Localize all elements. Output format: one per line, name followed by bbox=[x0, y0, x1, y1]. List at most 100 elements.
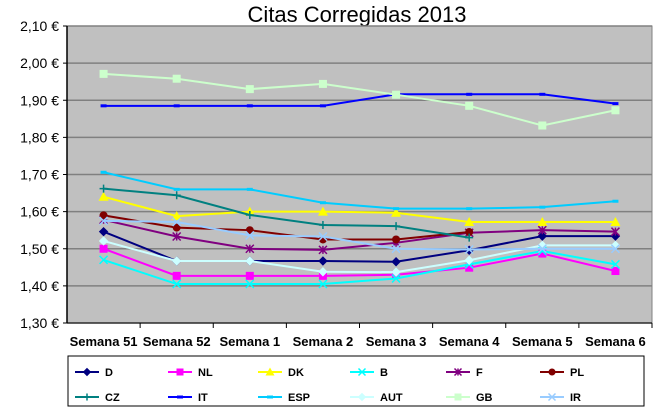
chart-title: Citas Corregidas 2013 bbox=[248, 2, 467, 27]
data-point bbox=[465, 263, 474, 272]
data-point bbox=[465, 228, 474, 237]
data-point bbox=[454, 393, 462, 401]
legend-item-it: IT bbox=[168, 392, 208, 404]
data-point bbox=[319, 104, 326, 108]
data-point bbox=[98, 226, 109, 237]
data-point bbox=[392, 90, 401, 99]
legend-box bbox=[67, 355, 645, 407]
data-point bbox=[537, 217, 548, 227]
data-point bbox=[245, 244, 255, 254]
x-tick-label: Semana 52 bbox=[143, 334, 211, 349]
y-tick-label: 1,50 € bbox=[20, 241, 59, 257]
data-point bbox=[98, 236, 109, 246]
data-point bbox=[547, 392, 557, 402]
legend-item-f: F bbox=[446, 367, 483, 379]
data-point bbox=[610, 259, 620, 269]
legend-item-ir: IR bbox=[540, 392, 581, 404]
legend-item-b: B bbox=[350, 367, 388, 379]
data-point bbox=[612, 102, 619, 106]
legend-item-gb: GB bbox=[446, 392, 493, 404]
data-point bbox=[391, 257, 401, 267]
x-tick-label: Semana 3 bbox=[366, 334, 427, 349]
data-point bbox=[612, 199, 619, 203]
data-point bbox=[391, 267, 401, 277]
series-line bbox=[103, 249, 616, 286]
legend-item-pl: PL bbox=[540, 367, 584, 379]
data-point bbox=[465, 233, 474, 242]
data-point bbox=[99, 244, 108, 253]
data-point bbox=[177, 395, 183, 399]
data-point bbox=[83, 393, 91, 401]
data-point bbox=[610, 244, 620, 254]
series-line bbox=[103, 214, 470, 241]
data-point bbox=[171, 211, 182, 221]
legend-item-d: D bbox=[75, 367, 113, 379]
y-tick-label: 1,30 € bbox=[20, 315, 59, 331]
legend-label: IT bbox=[198, 392, 208, 404]
data-point bbox=[537, 225, 547, 235]
data-point bbox=[318, 79, 327, 88]
x-tick-label: Semana 4 bbox=[439, 334, 500, 349]
data-point bbox=[245, 226, 254, 235]
y-tick-label: 1,60 € bbox=[20, 204, 59, 220]
legend-label: D bbox=[105, 367, 113, 379]
data-point bbox=[357, 367, 367, 377]
data-point bbox=[464, 255, 474, 265]
data-point bbox=[466, 92, 473, 96]
series-it bbox=[100, 92, 619, 108]
data-point bbox=[464, 244, 474, 255]
data-point bbox=[317, 206, 328, 216]
data-point bbox=[246, 104, 253, 108]
legend-item-nl: NL bbox=[168, 367, 213, 379]
data-point bbox=[171, 256, 182, 266]
series-gb bbox=[99, 69, 620, 130]
data-point bbox=[318, 231, 328, 242]
data-point bbox=[82, 367, 92, 377]
data-point bbox=[392, 235, 401, 244]
data-point bbox=[357, 392, 367, 402]
data-point bbox=[537, 244, 547, 254]
data-point bbox=[611, 267, 620, 276]
data-point bbox=[100, 170, 107, 174]
y-tick-label: 2,10 € bbox=[20, 18, 59, 34]
data-point bbox=[172, 74, 181, 83]
series-line bbox=[103, 171, 616, 210]
data-point bbox=[245, 279, 255, 289]
data-point bbox=[172, 279, 182, 289]
data-point bbox=[318, 256, 328, 266]
data-point bbox=[319, 201, 326, 205]
data-point bbox=[539, 92, 546, 96]
data-point bbox=[173, 187, 180, 191]
legend-label: ESP bbox=[288, 392, 310, 404]
legend-item-cz: CZ bbox=[75, 392, 120, 404]
data-point bbox=[99, 211, 108, 220]
data-point bbox=[172, 271, 181, 280]
legend-label: DK bbox=[288, 367, 304, 379]
data-point bbox=[246, 187, 253, 191]
x-tick-label: Semana 1 bbox=[219, 334, 280, 349]
legend-label: NL bbox=[198, 367, 213, 379]
data-point bbox=[453, 367, 463, 377]
data-point bbox=[99, 184, 108, 193]
data-point bbox=[548, 368, 556, 376]
data-point bbox=[172, 231, 182, 242]
legend-item-esp: ESP bbox=[258, 392, 310, 404]
data-point bbox=[610, 217, 621, 227]
legend-item-aut: AUT bbox=[350, 392, 403, 404]
data-point bbox=[99, 216, 109, 226]
data-point bbox=[245, 256, 255, 266]
data-point bbox=[318, 279, 328, 289]
data-point bbox=[464, 217, 475, 227]
data-point bbox=[245, 271, 254, 280]
data-point bbox=[391, 273, 401, 283]
legend-item-dk: DK bbox=[258, 367, 304, 379]
data-point bbox=[318, 267, 328, 277]
series-line bbox=[103, 72, 616, 127]
data-point bbox=[265, 367, 275, 376]
x-tick-label: Semana 2 bbox=[293, 334, 354, 349]
data-point bbox=[100, 104, 107, 108]
data-point bbox=[172, 223, 181, 232]
legend-label: PL bbox=[570, 367, 584, 379]
data-point bbox=[318, 220, 327, 229]
